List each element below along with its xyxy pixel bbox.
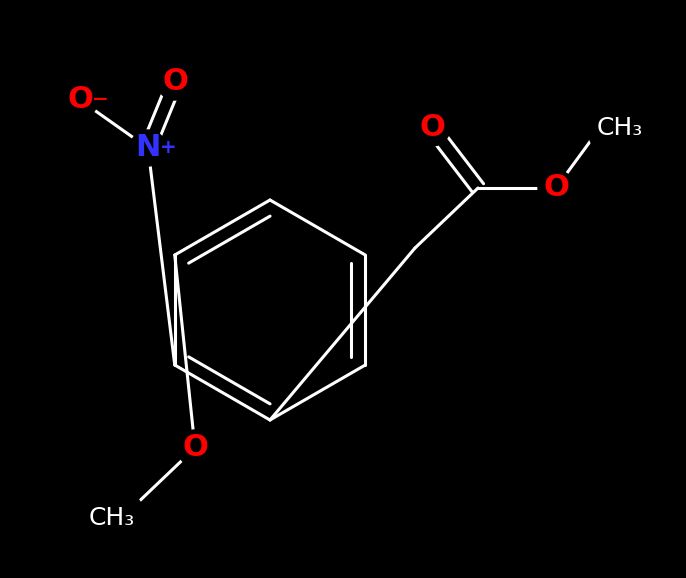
Circle shape (62, 82, 98, 118)
Text: CH₃: CH₃ (89, 506, 135, 530)
Text: CH₃: CH₃ (597, 116, 643, 140)
Circle shape (588, 95, 652, 161)
Circle shape (157, 64, 193, 100)
Text: O: O (182, 434, 208, 462)
Text: O: O (162, 68, 188, 97)
Circle shape (130, 130, 166, 166)
Text: O: O (67, 86, 93, 114)
Circle shape (80, 486, 144, 550)
Text: +: + (160, 138, 177, 157)
Circle shape (414, 110, 450, 146)
Text: −: − (92, 90, 108, 109)
Circle shape (538, 170, 574, 206)
Circle shape (177, 430, 213, 466)
Text: O: O (419, 113, 445, 143)
Text: O: O (543, 173, 569, 202)
Text: N: N (135, 134, 161, 162)
